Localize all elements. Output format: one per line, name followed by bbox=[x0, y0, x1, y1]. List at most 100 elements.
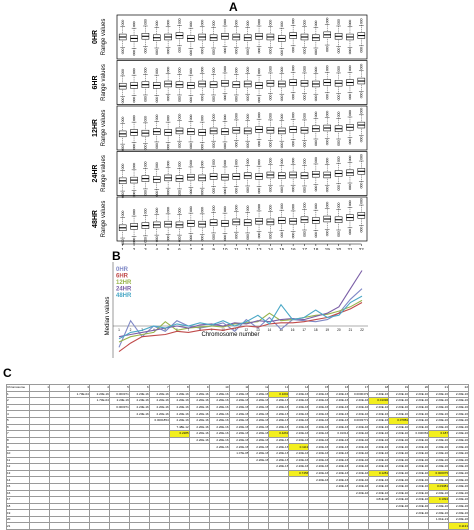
box-chr-7 bbox=[187, 21, 195, 56]
x-tick-label: 2 bbox=[130, 328, 132, 332]
box-chr-14 bbox=[266, 157, 275, 193]
outlier bbox=[246, 145, 249, 149]
table-cell: 2.20E-16 bbox=[388, 496, 410, 504]
table-cell: 2.20E-16 bbox=[228, 443, 250, 451]
table-cell bbox=[108, 469, 130, 478]
table-header-cell: 15 bbox=[308, 384, 330, 392]
table-cell: 2.20E-16 bbox=[248, 423, 270, 432]
x-tick-label: 7 bbox=[190, 247, 193, 250]
outlier bbox=[337, 19, 340, 22]
table-cell: 0.0000473 bbox=[348, 390, 370, 399]
outlier bbox=[280, 113, 283, 116]
box-chr-9 bbox=[209, 20, 218, 55]
table-header-cell: 1 bbox=[29, 384, 50, 392]
outlier bbox=[155, 68, 158, 71]
table-row: 19 2.20E-16 2.20E-16 2.20E-16 bbox=[6, 509, 469, 517]
box-chr-18 bbox=[312, 157, 320, 192]
table-cell bbox=[328, 496, 350, 504]
x-tick-label: 13 bbox=[257, 247, 263, 250]
outlier bbox=[280, 203, 283, 206]
table-cell: 0.7456 bbox=[288, 469, 310, 478]
box-chr-15 bbox=[278, 21, 286, 56]
table-cell bbox=[348, 515, 370, 524]
table-cell bbox=[48, 509, 70, 517]
table-cell bbox=[408, 522, 430, 530]
outlier bbox=[269, 157, 272, 160]
table-cell: 2.20E-16 bbox=[228, 390, 250, 399]
outlier bbox=[303, 52, 306, 55]
table-row-label: 1 bbox=[6, 390, 30, 399]
table-cell bbox=[29, 456, 50, 465]
box-chr-10 bbox=[221, 66, 229, 101]
table-cell: 2.20E-16 bbox=[388, 443, 410, 451]
table-cell: 2.20E-16 bbox=[348, 449, 370, 458]
table-cell bbox=[128, 502, 150, 511]
x-tick-label: 15 bbox=[279, 328, 283, 332]
x-tick-label: 16 bbox=[291, 328, 295, 332]
box-chr-7 bbox=[187, 206, 195, 241]
table-cell bbox=[168, 476, 190, 484]
table-cell bbox=[128, 416, 150, 425]
facet-frame bbox=[116, 196, 368, 242]
table-cell bbox=[248, 522, 270, 530]
table-cell bbox=[128, 449, 150, 458]
outlier bbox=[121, 68, 124, 72]
table-cell: 2.20E-16 bbox=[448, 515, 469, 524]
outlier bbox=[132, 209, 136, 212]
table-cell: 2.20E-16 bbox=[388, 410, 410, 418]
facet-label: 24HR bbox=[92, 165, 99, 183]
outlier bbox=[303, 190, 306, 193]
table-cell bbox=[188, 469, 210, 478]
outlier bbox=[326, 201, 329, 204]
table-cell: 2.20E-16 bbox=[408, 403, 430, 412]
outlier bbox=[121, 19, 124, 22]
outlier bbox=[155, 194, 158, 197]
outlier bbox=[223, 192, 227, 195]
outlier bbox=[212, 205, 215, 208]
outlier bbox=[235, 52, 238, 55]
box-chr-20 bbox=[334, 156, 343, 191]
table-cell bbox=[368, 509, 390, 517]
table-cell: 4.81E-06 bbox=[368, 496, 390, 504]
table-cell: 2.20E-16 bbox=[288, 449, 310, 458]
outlier bbox=[314, 143, 317, 146]
table-cell bbox=[308, 502, 330, 511]
box-chr-14 bbox=[266, 19, 275, 55]
table-cell bbox=[68, 423, 90, 432]
table-cell: 2.20E-16 bbox=[168, 410, 190, 418]
table-cell bbox=[228, 476, 250, 484]
box-chr-4 bbox=[153, 68, 161, 103]
outlier bbox=[337, 98, 340, 101]
box-chr-2 bbox=[130, 68, 138, 103]
table-cell bbox=[208, 489, 230, 498]
box-chr-17 bbox=[300, 202, 309, 237]
table-row-label: 19 bbox=[6, 509, 30, 517]
outlier bbox=[212, 113, 215, 116]
table-cell: 2.20E-16 bbox=[368, 416, 390, 425]
outlier bbox=[132, 241, 136, 244]
table-cell: 2.20E-16 bbox=[388, 456, 410, 465]
table-row-label: 16 bbox=[6, 489, 30, 498]
table-cell bbox=[68, 522, 90, 530]
table-cell bbox=[168, 456, 190, 465]
box-chr-20 bbox=[334, 66, 343, 101]
table-cell: 2.20E-16 bbox=[388, 502, 410, 511]
box-chr-12 bbox=[243, 20, 252, 55]
table-cell: 2.20E-16 bbox=[348, 482, 370, 491]
outlier bbox=[223, 98, 227, 101]
box-chr-21 bbox=[346, 110, 354, 145]
table-cell bbox=[168, 515, 190, 524]
table-cell bbox=[48, 416, 70, 425]
table-cell: 0.000075 bbox=[428, 469, 450, 478]
table-cell bbox=[29, 443, 50, 451]
outlier bbox=[201, 160, 204, 163]
outlier bbox=[280, 99, 283, 102]
series-line-6hr bbox=[118, 302, 363, 353]
table-cell: 2.20E-16 bbox=[188, 397, 210, 405]
outlier bbox=[348, 65, 352, 68]
table-cell: 2.20E-16 bbox=[408, 496, 430, 504]
table-cell bbox=[368, 515, 390, 524]
table-cell bbox=[168, 463, 190, 471]
outlier bbox=[201, 206, 204, 210]
table-cell: 2.20E-16 bbox=[388, 397, 410, 405]
